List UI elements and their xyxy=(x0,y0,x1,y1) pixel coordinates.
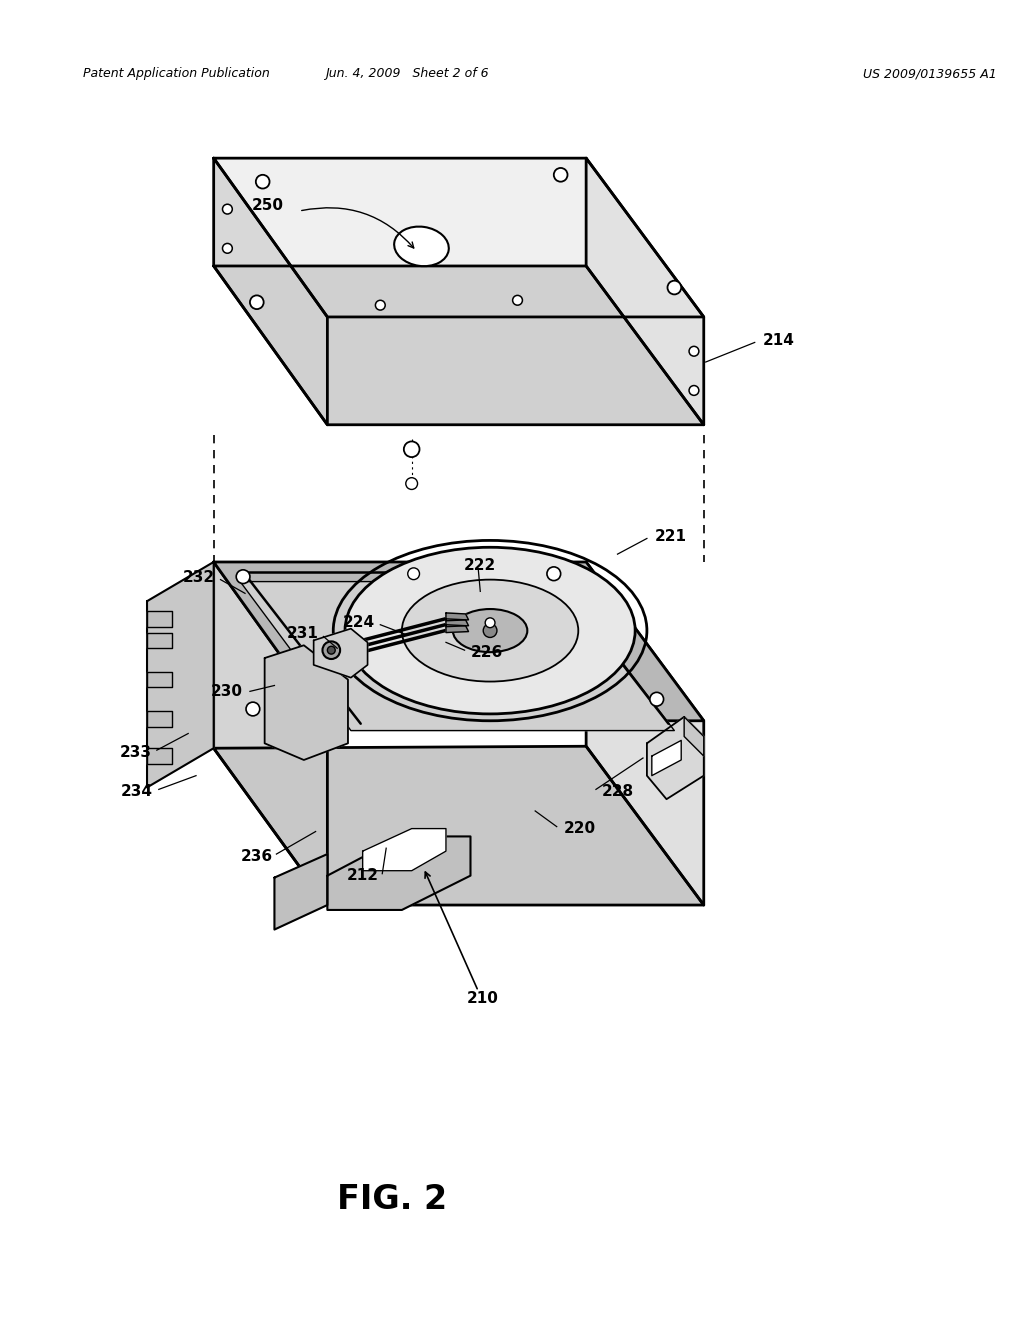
Text: US 2009/0139655 A1: US 2009/0139655 A1 xyxy=(862,67,996,81)
Polygon shape xyxy=(264,645,348,760)
Text: 232: 232 xyxy=(182,570,215,585)
Circle shape xyxy=(323,642,340,659)
Text: 214: 214 xyxy=(763,333,795,348)
Text: 212: 212 xyxy=(346,869,378,883)
Text: 220: 220 xyxy=(563,821,596,836)
Text: FIG. 2: FIG. 2 xyxy=(337,1183,447,1216)
Text: 233: 233 xyxy=(120,744,152,759)
Circle shape xyxy=(513,296,522,305)
Text: 228: 228 xyxy=(602,784,634,799)
Text: Patent Application Publication: Patent Application Publication xyxy=(83,67,270,81)
Polygon shape xyxy=(586,158,703,425)
Text: 236: 236 xyxy=(241,849,272,863)
Polygon shape xyxy=(214,562,703,721)
Polygon shape xyxy=(214,265,703,425)
Circle shape xyxy=(547,566,561,581)
Circle shape xyxy=(222,205,232,214)
Circle shape xyxy=(406,478,418,490)
Ellipse shape xyxy=(394,227,449,267)
Polygon shape xyxy=(147,632,172,648)
Polygon shape xyxy=(214,746,703,906)
Circle shape xyxy=(689,346,698,356)
Circle shape xyxy=(668,281,681,294)
Text: Jun. 4, 2009   Sheet 2 of 6: Jun. 4, 2009 Sheet 2 of 6 xyxy=(325,67,488,81)
Polygon shape xyxy=(147,611,172,627)
Circle shape xyxy=(237,570,250,583)
Polygon shape xyxy=(362,829,446,871)
Text: 226: 226 xyxy=(470,644,503,660)
Polygon shape xyxy=(313,628,368,677)
Circle shape xyxy=(483,624,497,638)
Polygon shape xyxy=(647,717,703,799)
Polygon shape xyxy=(214,158,703,317)
Circle shape xyxy=(485,618,495,627)
Circle shape xyxy=(689,385,698,396)
Polygon shape xyxy=(328,837,470,909)
Circle shape xyxy=(246,702,260,715)
Text: 210: 210 xyxy=(466,990,499,1006)
Polygon shape xyxy=(241,582,675,730)
Text: 222: 222 xyxy=(464,558,497,573)
Circle shape xyxy=(256,174,269,189)
Text: 224: 224 xyxy=(342,615,375,630)
Polygon shape xyxy=(214,158,328,425)
Circle shape xyxy=(554,168,567,182)
Polygon shape xyxy=(147,711,172,726)
Text: 230: 230 xyxy=(211,684,243,698)
Polygon shape xyxy=(147,748,172,764)
Polygon shape xyxy=(652,741,681,776)
Circle shape xyxy=(408,568,420,579)
Text: 234: 234 xyxy=(121,784,153,799)
Ellipse shape xyxy=(453,609,527,652)
Text: 221: 221 xyxy=(654,529,687,544)
Polygon shape xyxy=(446,624,469,632)
Polygon shape xyxy=(214,562,328,906)
Text: 250: 250 xyxy=(252,198,285,213)
Polygon shape xyxy=(684,717,703,756)
Circle shape xyxy=(376,300,385,310)
Polygon shape xyxy=(446,619,469,627)
Circle shape xyxy=(403,441,420,457)
Text: 231: 231 xyxy=(287,626,318,642)
Polygon shape xyxy=(446,612,469,620)
Polygon shape xyxy=(147,672,172,688)
Polygon shape xyxy=(147,562,214,788)
Circle shape xyxy=(222,243,232,253)
Circle shape xyxy=(250,296,263,309)
Polygon shape xyxy=(586,562,703,906)
Circle shape xyxy=(650,693,664,706)
Ellipse shape xyxy=(401,579,579,681)
Ellipse shape xyxy=(345,548,635,714)
Circle shape xyxy=(328,647,335,655)
Polygon shape xyxy=(274,854,328,929)
